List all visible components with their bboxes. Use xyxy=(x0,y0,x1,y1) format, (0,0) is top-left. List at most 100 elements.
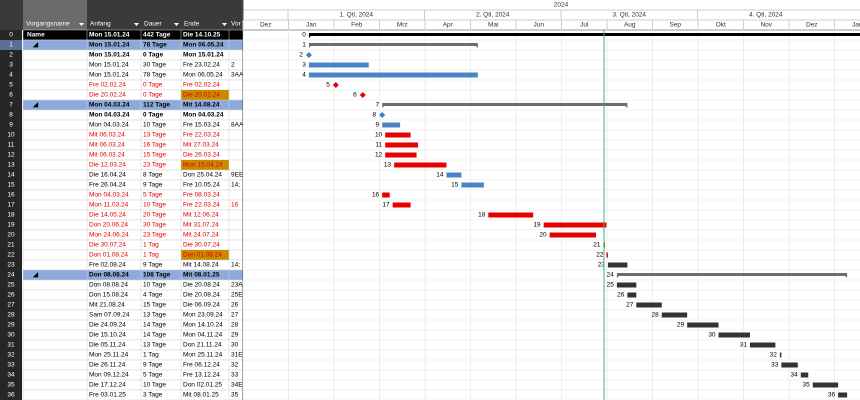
cell-pred: 8AA xyxy=(231,122,244,129)
task-bar xyxy=(385,142,419,148)
quarter-label: 3. Qtl, 2024 xyxy=(612,12,646,19)
task-bar xyxy=(800,372,809,378)
column-header[interactable]: Vorgangsname xyxy=(26,21,70,28)
cell-pred: 25E xyxy=(231,292,243,299)
bar-label: 17 xyxy=(382,202,390,209)
cell-pred: 14; xyxy=(231,262,240,269)
cell-duration: 14 Tage xyxy=(143,332,166,339)
bar-label: 4 xyxy=(302,72,306,79)
milestone xyxy=(305,52,312,58)
bar-label: 23 xyxy=(598,262,606,269)
cell-end: Mon 15.04.24 xyxy=(183,162,223,169)
bar-label: 2 xyxy=(299,52,303,59)
bar-label: 9 xyxy=(376,122,380,129)
bar-label: 15 xyxy=(451,182,459,189)
cell-duration: 1 Tag xyxy=(143,352,159,359)
column-header[interactable]: Vor xyxy=(231,21,242,28)
cell-start: Mon 04.03.24 xyxy=(89,192,129,199)
month-label: Aug xyxy=(624,22,636,29)
task-bar xyxy=(549,232,596,238)
summary-bar xyxy=(382,103,628,108)
cell-duration: 15 Tage xyxy=(143,152,166,159)
task-bar xyxy=(718,332,750,338)
cell-start: Mit 21.08.24 xyxy=(89,302,125,309)
task-bar xyxy=(382,192,390,198)
task-bar xyxy=(308,62,369,68)
cell-start: Die 12.03.24 xyxy=(89,162,126,169)
cell-end: Don 01.08.24 xyxy=(183,252,222,259)
cell-duration: 23 Tage xyxy=(143,162,166,169)
bar-label: 31 xyxy=(740,342,748,349)
cell-start: Mon 09.12.24 xyxy=(89,372,129,379)
task-bar xyxy=(838,392,848,398)
column-header[interactable]: Anfang xyxy=(90,21,111,28)
task-name: Name xyxy=(27,32,45,39)
bar-label: 30 xyxy=(708,332,716,339)
cell-duration: 0 Tage xyxy=(143,92,163,99)
bar-label: 24 xyxy=(607,272,615,279)
column-header[interactable]: Ende xyxy=(184,21,200,28)
bar-label: 33 xyxy=(771,362,779,369)
cell-duration: 13 Tage xyxy=(143,132,166,139)
cell-duration: 15 Tage xyxy=(143,302,166,309)
timeline-header xyxy=(243,0,860,30)
row-number: 14 xyxy=(7,172,15,179)
cell-duration: 4 Tage xyxy=(143,292,163,299)
row-number: 0 xyxy=(9,32,13,39)
cell-duration: 10 Tage xyxy=(143,202,166,209)
cell-start: Don 08.08.24 xyxy=(89,282,128,289)
cell-end: Fre 23.02.24 xyxy=(183,62,220,69)
cell-start: Die 14.05.24 xyxy=(89,212,126,219)
row-number: 11 xyxy=(8,142,15,149)
column-header[interactable]: Dauer xyxy=(144,21,163,28)
cell-end: Don 25.04.24 xyxy=(183,172,222,179)
row-number: 3 xyxy=(9,62,13,69)
bar-label: 18 xyxy=(478,212,486,219)
cell-pred: 34E xyxy=(231,382,243,389)
cell-end: Mon 04.03.24 xyxy=(183,112,224,119)
bar-label: 12 xyxy=(375,152,383,159)
bar-label: 3 xyxy=(302,62,306,69)
quarter-label: 2. Qtl, 2024 xyxy=(476,12,510,19)
cell-end: Mit 14.08.24 xyxy=(183,102,220,109)
cell-pred: 32 xyxy=(231,362,239,369)
row-number-column xyxy=(0,30,22,400)
cell-duration: 442 Tage xyxy=(143,32,171,39)
cell-duration: 10 Tage xyxy=(143,282,166,289)
cell-start: Mit 06.03.24 xyxy=(89,132,125,139)
cell-end: Mit 14.08.24 xyxy=(183,262,219,269)
cell-end: Mit 08.01.25 xyxy=(183,392,219,399)
gantt-chart: 0123456789101112131415161718192021222324… xyxy=(243,30,860,400)
bar-label: 26 xyxy=(617,292,625,299)
row-number: 28 xyxy=(7,312,15,319)
cell-start: Die 24.09.24 xyxy=(89,322,126,329)
task-bar xyxy=(607,262,628,268)
cell-end: Die 30.07.24 xyxy=(183,242,220,249)
cell-end: Die 06.09.24 xyxy=(183,302,220,309)
bar-label: 28 xyxy=(652,312,660,319)
row-number: 24 xyxy=(7,272,15,279)
cell-end: Mon 04.11.24 xyxy=(183,332,223,339)
cell-start: Fre 26.04.24 xyxy=(89,182,126,189)
bar-label: 1 xyxy=(302,42,306,49)
row-number: 31 xyxy=(7,342,15,349)
task-bar xyxy=(636,302,662,308)
month-label: Sep xyxy=(669,22,681,29)
row-number: 2 xyxy=(9,52,13,59)
bar-label: 16 xyxy=(372,192,380,199)
cell-end: Fre 08.03.24 xyxy=(183,192,220,199)
cell-end: Mon 25.11.24 xyxy=(183,352,223,359)
bar-label: 35 xyxy=(803,382,811,389)
month-label: Mrz xyxy=(397,22,408,29)
bar-label: 14 xyxy=(436,172,444,179)
cell-pred: 30 xyxy=(231,342,239,349)
row-number: 27 xyxy=(7,302,15,309)
row-number: 22 xyxy=(7,252,15,259)
summary-bar xyxy=(616,273,848,278)
row-number: 1 xyxy=(9,42,13,49)
quarter-label: 4. Qtl, 2024 xyxy=(749,12,783,19)
cell-start: Die 20.02.24 xyxy=(89,92,126,99)
cell-end: Die 20.08.24 xyxy=(183,292,220,299)
row-number: 8 xyxy=(9,112,13,119)
cell-end: Don 21.11.24 xyxy=(183,342,222,349)
